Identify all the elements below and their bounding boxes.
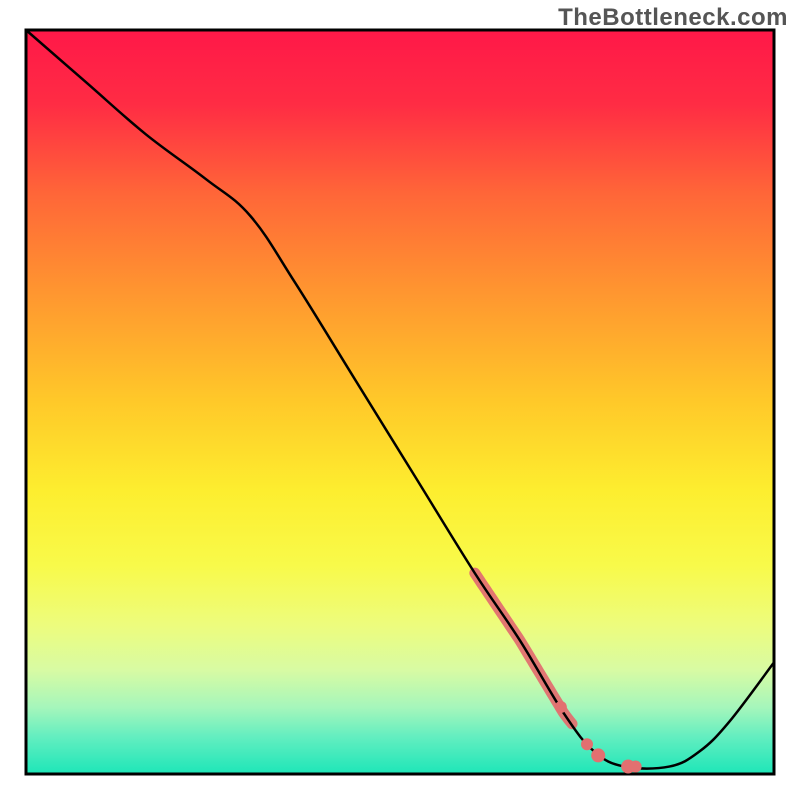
gradient-background <box>26 30 774 774</box>
watermark-text: TheBottleneck.com <box>558 4 788 32</box>
chart-container: TheBottleneck.com <box>0 0 800 800</box>
bottleneck-chart <box>0 0 800 800</box>
highlight-marker <box>630 761 642 773</box>
highlight-marker <box>591 748 605 762</box>
highlight-marker <box>555 701 567 713</box>
highlight-marker <box>581 738 593 750</box>
